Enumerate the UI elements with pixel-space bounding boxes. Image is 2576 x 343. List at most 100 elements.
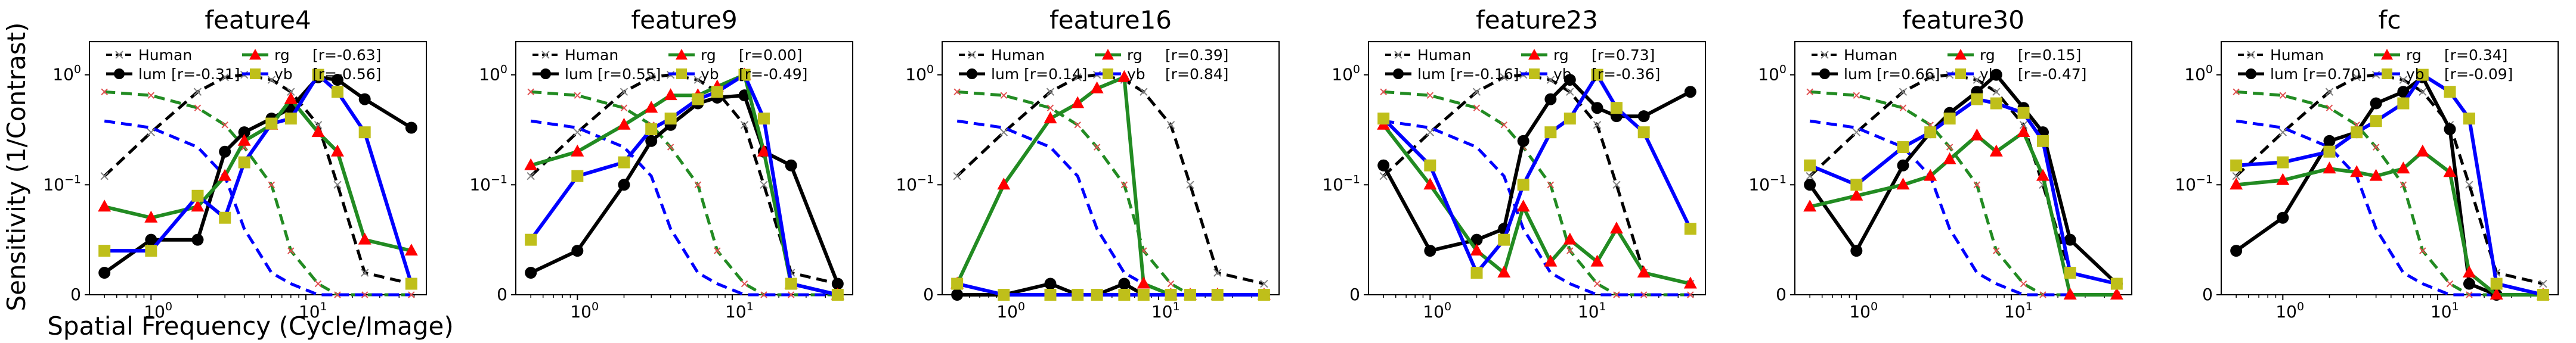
human-marker [1073, 73, 1082, 82]
human-rg-marker [1426, 92, 1434, 99]
y-tick-label: 10−1 [43, 173, 81, 194]
human-yb-curve [104, 119, 411, 297]
rg-point [2369, 169, 2383, 181]
human-rg-marker [2279, 92, 2287, 99]
rg-point [358, 232, 371, 245]
legend-yb-marker [676, 68, 687, 79]
human-rg-marker [1473, 104, 1481, 111]
human-marker [287, 88, 295, 96]
yb-point [1563, 113, 1576, 125]
yb-point [1897, 141, 1909, 154]
human-marker [221, 73, 229, 82]
y-tick-label: 0 [923, 285, 934, 304]
yb-point [664, 113, 677, 125]
human-rg-marker [1613, 291, 1620, 298]
lum-point [2463, 277, 2475, 290]
human-marker [1472, 88, 1481, 96]
legend-rg-marker [1528, 49, 1540, 60]
human-rg-marker [574, 92, 581, 99]
rg-point [1071, 96, 1085, 108]
human-marker [2465, 180, 2473, 189]
yb-point [1943, 113, 1956, 125]
legend-human-label: Human [138, 46, 192, 64]
human-yb-curve [2236, 119, 2543, 297]
legend-rg-r: [r=0.73] [1592, 46, 1655, 64]
human-marker [1546, 76, 1555, 84]
human-marker [1926, 73, 1934, 82]
human-rg-marker [2399, 181, 2407, 189]
lum-point [1591, 102, 1603, 114]
rg-point [2323, 161, 2336, 174]
rg-point [2276, 173, 2290, 185]
yb-point [525, 233, 537, 246]
lum-point [2230, 245, 2243, 257]
human-rg-marker [2372, 144, 2380, 151]
yb-point [2036, 135, 2049, 147]
panel-title: feature30 [1902, 5, 2024, 35]
rg-point [2063, 288, 2077, 300]
legend-human-label: Human [1417, 46, 1471, 64]
legend-yb-r: [r=-0.56] [312, 66, 381, 83]
human-marker [2419, 88, 2427, 96]
yb-point [1990, 97, 2002, 110]
legend-lum-label: lum [r=0.66] [1844, 66, 1940, 83]
yb-point [1971, 93, 1983, 105]
human-rg-marker [620, 104, 628, 111]
human-rg-marker [194, 104, 202, 111]
y-tick-label: 0 [70, 285, 81, 304]
human-rg-marker [667, 144, 674, 151]
lum-point [219, 145, 231, 158]
legend-lum-label: lum [r=0.14] [991, 66, 1088, 83]
human-marker [360, 269, 369, 277]
human-rg-marker [221, 121, 228, 129]
yb-point [219, 211, 231, 224]
yb-point [191, 189, 204, 202]
human-marker [740, 121, 749, 129]
human-marker [1500, 73, 1508, 82]
human-marker [1186, 180, 1194, 189]
legend-human-marker [115, 51, 123, 59]
y-tick-label: 10−1 [896, 173, 934, 194]
human-rg-marker [2326, 104, 2333, 111]
y-tick-label: 0 [1349, 285, 1360, 304]
yb-point [1184, 289, 1196, 301]
human-marker [333, 180, 342, 189]
lum-point [571, 245, 584, 257]
legend-lum-label: lum [r=-0.31] [138, 66, 240, 83]
yb-point [618, 156, 630, 169]
y-tick-label: 0 [2202, 285, 2213, 304]
legend: Human lum [r=0.14] rg yb [r=0.39] [r=0.84] [959, 46, 1228, 83]
panel-title: feature16 [1049, 5, 1172, 35]
rg-point [1683, 276, 1697, 289]
human-marker [527, 172, 535, 180]
legend-yb-marker [1529, 68, 1540, 79]
legend: Human lum [r=-0.31] rg yb [r=-0.63] [r=-0.56] [106, 46, 381, 83]
rg-point [2397, 161, 2410, 174]
y-tick-label: 10−1 [1322, 173, 1360, 194]
y-tick-label: 10−1 [469, 173, 507, 194]
rg-point [617, 117, 631, 130]
legend-rg-r: [r=0.39] [1165, 46, 1228, 64]
legend-lum-label: lum [r=-0.16] [1417, 66, 1519, 83]
y-tick-label: 100 [479, 63, 507, 85]
chart-panel-feature16: feature16 0 10−1 100 100 101 Human lum [r=0.14]… [896, 5, 1280, 322]
rg-point [1970, 128, 1984, 141]
human-rg-marker [1046, 104, 1054, 111]
human-rg-marker [1853, 92, 1860, 99]
human-marker [1852, 128, 1861, 136]
legend-human-label: Human [2270, 46, 2324, 64]
lum-point [1804, 179, 1816, 191]
legend-lum-marker [1393, 68, 1404, 79]
human-rg-marker [101, 88, 108, 95]
yb-point [284, 113, 297, 125]
yb-point [2444, 86, 2456, 98]
yb-point [2537, 289, 2549, 301]
human-rg-marker [361, 291, 369, 298]
yb-point [1637, 126, 1650, 139]
legend-human-label: Human [991, 46, 1045, 64]
lum-point [405, 121, 417, 134]
lum-point [191, 233, 204, 246]
lum-point [785, 159, 797, 172]
